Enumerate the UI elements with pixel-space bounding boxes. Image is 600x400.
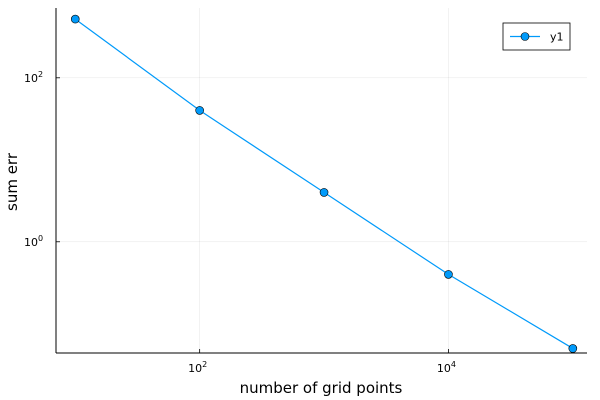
y-tick-label: 100: [24, 234, 43, 249]
legend-label-y1: y1: [550, 31, 564, 44]
grid-lines: [56, 8, 587, 353]
data-point: [319, 188, 329, 197]
data-point: [568, 344, 578, 353]
axes-frame: [55, 8, 587, 354]
x-tick-label: 104: [437, 360, 456, 375]
data-point: [70, 14, 80, 24]
legend-series-marker: [520, 32, 530, 41]
series-line-y1: [74, 18, 574, 349]
y-tick-label: 102: [24, 70, 43, 85]
tick-labels: 102 104 100 102: [24, 70, 456, 375]
x-tick-label: 102: [188, 360, 207, 375]
y-axis-label: sum err: [3, 152, 21, 211]
data-point: [444, 270, 453, 279]
x-axis-label: number of grid points: [240, 379, 403, 397]
series-layer: [70, 14, 578, 353]
legend: y1: [502, 22, 571, 51]
data-point: [195, 106, 204, 115]
tick-marks: [56, 77, 449, 353]
